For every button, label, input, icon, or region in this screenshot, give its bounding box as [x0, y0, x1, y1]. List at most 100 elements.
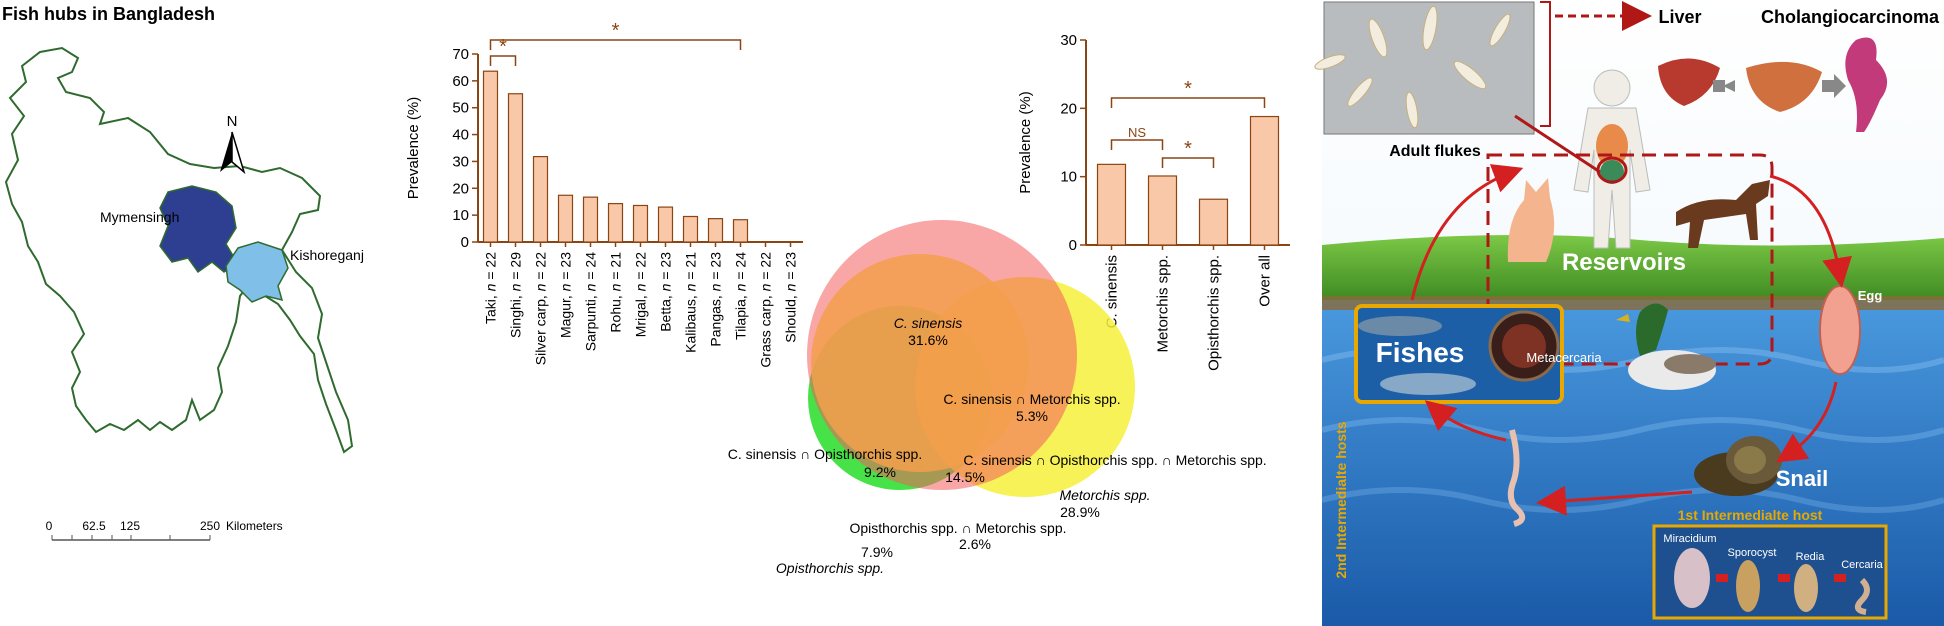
scale-tick-3: 250 [200, 519, 220, 533]
bar [1096, 163, 1127, 246]
category-label: Metorchis spp. [1155, 255, 1172, 353]
category-label: Kalibaus, n = 21 [683, 252, 699, 353]
species-prevalence-chart: 0 10 20 30 Prevalence (%) C. sinensis Metorchi… [1017, 32, 1290, 371]
significance-bracket [1161, 157, 1215, 168]
significance-label: * [499, 36, 507, 58]
first-host-label: 1st Intermedialte host [1678, 507, 1823, 523]
category-label: Opisthorchis spp. [1206, 255, 1223, 371]
bar [607, 202, 624, 243]
scale-unit: Kilometers [226, 519, 283, 533]
significance-label: NS [1128, 125, 1146, 140]
miracidium-icon [1674, 548, 1710, 608]
y-tick-label: 20 [452, 180, 469, 197]
reservoirs-label: Reservoirs [1562, 249, 1686, 276]
venn-diagram: C. sinensis 31.6% C. sinensis ∩ Metorchi… [728, 220, 1267, 576]
fishes-label: Fishes [1376, 337, 1465, 368]
significance-bracket [1110, 139, 1164, 150]
category-label: Singhi, n = 29 [508, 252, 524, 338]
redia-icon [1794, 564, 1818, 612]
venn-value-triple: 14.5% [945, 469, 985, 485]
duck-icon [1616, 303, 1716, 390]
category-label: C. sinensis [1104, 255, 1121, 328]
significance-bracket [1110, 97, 1266, 108]
bar [557, 194, 574, 243]
significance-label: * [1184, 138, 1192, 160]
stage-cercaria: Cercaria [1841, 559, 1883, 571]
y-tick-label: 70 [452, 46, 469, 63]
bar [707, 218, 724, 243]
y-tick-label: 0 [1069, 237, 1077, 254]
category-label: Betta, n = 23 [658, 252, 674, 332]
adult-flukes-label: Adult flukes [1389, 143, 1481, 160]
bar [507, 93, 524, 243]
venn-label-sinensis: C. sinensis [894, 315, 962, 331]
scale-tick-0: 0 [46, 519, 53, 533]
bar [1198, 198, 1229, 246]
venn-circle-sinensis [807, 220, 1077, 490]
category-label: Tilapia, n = 24 [733, 252, 749, 340]
stage-sporocyst: Sporocyst [1728, 547, 1777, 559]
bar [532, 155, 549, 243]
bar [682, 215, 699, 243]
category-label: Pangas, n = 23 [708, 252, 724, 347]
venn-label-sin-met: C. sinensis ∩ Metorchis spp. [943, 391, 1120, 407]
category-label: Sarpunti, n = 24 [583, 252, 599, 351]
venn-value-opisthorchis: 7.9% [861, 544, 893, 560]
liver-diseased-icon [1746, 61, 1822, 112]
category-label: Taki, n = 22 [483, 252, 499, 324]
bar [582, 196, 599, 243]
category-label: Should, n = 23 [783, 252, 799, 343]
venn-label-sin-opi: C. sinensis ∩ Opisthorchis spp. [728, 446, 922, 462]
y-axis-label: Prevalence (%) [1017, 91, 1034, 194]
dog-icon [1676, 180, 1770, 248]
venn-label-opi-met: Opisthorchis spp. ∩ Metorchis spp. [849, 520, 1066, 536]
bar [482, 70, 499, 243]
kishoreganj-region [225, 241, 289, 303]
venn-value-metorchis: 28.9% [1060, 504, 1100, 520]
category-label: Rohu, n = 21 [608, 252, 624, 333]
category-label: Grass carp, n = 22 [758, 252, 774, 368]
bar [657, 206, 674, 243]
y-tick-label: 20 [1060, 100, 1077, 117]
lifecycle-panel: Adult flukes Liver Cholangiocarcinoma Re… [1314, 0, 1944, 626]
y-tick-label: 30 [1060, 32, 1077, 49]
scale-tick-1: 62.5 [82, 519, 106, 533]
snail-icon [1694, 436, 1782, 496]
venn-label-metorchis: Metorchis spp. [1059, 487, 1150, 503]
map-panel: Fish hubs in Bangladesh N Mymensingh Kis… [2, 4, 364, 541]
stage-redia: Redia [1796, 551, 1826, 563]
category-label: Silver carp, n = 22 [533, 252, 549, 365]
map-label-kishoreganj: Kishoreganj [290, 247, 364, 263]
sporocyst-icon [1736, 560, 1760, 612]
north-label: N [227, 113, 238, 130]
bangladesh-outline [4, 46, 354, 454]
egg-icon [1819, 285, 1861, 375]
venn-value-sin-opi: 9.2% [864, 464, 896, 480]
category-label: Magur, n = 23 [558, 252, 574, 338]
category-label: Mrigal, n = 22 [633, 252, 649, 337]
human-icon [1573, 69, 1651, 249]
y-tick-label: 50 [452, 100, 469, 117]
y-axis-label: Prevalence (%) [405, 97, 422, 200]
grass-area [1322, 235, 1944, 300]
y-tick-label: 10 [1060, 169, 1077, 186]
stage-miracidium: Miracidium [1663, 533, 1716, 545]
metacercaria-label: Metacercaria [1526, 350, 1602, 365]
venn-value-opi-met: 2.6% [959, 536, 991, 552]
y-tick-label: 30 [452, 153, 469, 170]
fish-icon-2 [1380, 373, 1476, 395]
scale-tick-2: 125 [120, 519, 140, 533]
second-host-label: 2nd Intermedialte hosts [1333, 421, 1349, 578]
cercaria-stage-icon [1854, 577, 1870, 615]
cholangio-label: Cholangiocarcinoma [1761, 7, 1940, 27]
y-tick-label: 40 [452, 127, 469, 144]
north-arrow: N [220, 113, 246, 175]
liver-label: Liver [1658, 7, 1701, 27]
category-label: Over all [1257, 255, 1274, 307]
map-title: Fish hubs in Bangladesh [2, 4, 215, 24]
fish-prevalence-chart: 0 10 20 30 40 50 60 70 Prevalence (%) Taki, n = 2… [405, 20, 803, 368]
cat-icon [1507, 178, 1555, 262]
map-label-mymensingh: Mymensingh [100, 209, 179, 225]
venn-label-opisthorchis: Opisthorchis spp. [776, 560, 884, 576]
